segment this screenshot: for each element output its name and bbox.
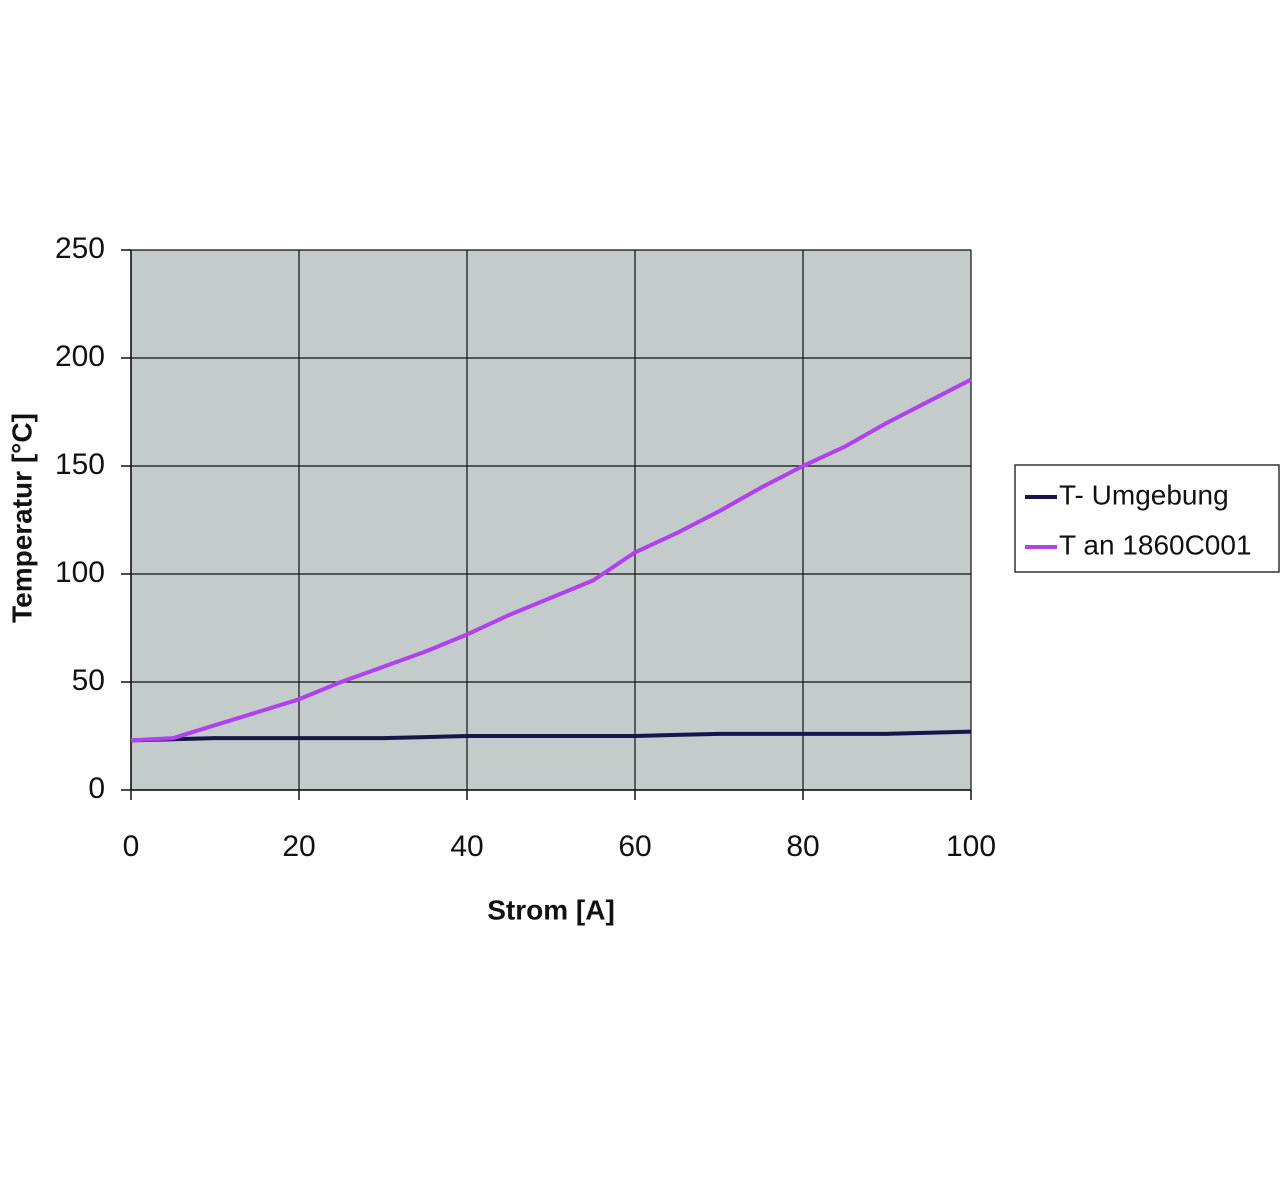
- x-tick-label: 60: [618, 830, 651, 863]
- x-tick-label: 40: [450, 830, 483, 863]
- plot-area: [131, 250, 971, 790]
- y-tick-label: 100: [55, 556, 105, 589]
- x-axis-title: Strom [A]: [487, 894, 615, 925]
- y-tick-label: 250: [55, 232, 105, 265]
- legend-label: T- Umgebung: [1059, 479, 1229, 510]
- x-tick-label: 100: [946, 830, 996, 863]
- y-tick-label: 0: [88, 772, 105, 805]
- y-tick-label: 50: [72, 664, 105, 697]
- x-tick-label: 80: [786, 830, 819, 863]
- legend-label: T an 1860C001: [1059, 529, 1252, 560]
- y-axis-title: Temperatur [°C]: [6, 413, 37, 623]
- y-tick-label: 150: [55, 448, 105, 481]
- series-line: [130, 729, 972, 743]
- series-line: [130, 377, 972, 743]
- x-tick-label: 20: [282, 830, 315, 863]
- x-tick-label: 0: [123, 830, 140, 863]
- legend-box: [1014, 464, 1280, 573]
- y-tick-label: 200: [55, 340, 105, 373]
